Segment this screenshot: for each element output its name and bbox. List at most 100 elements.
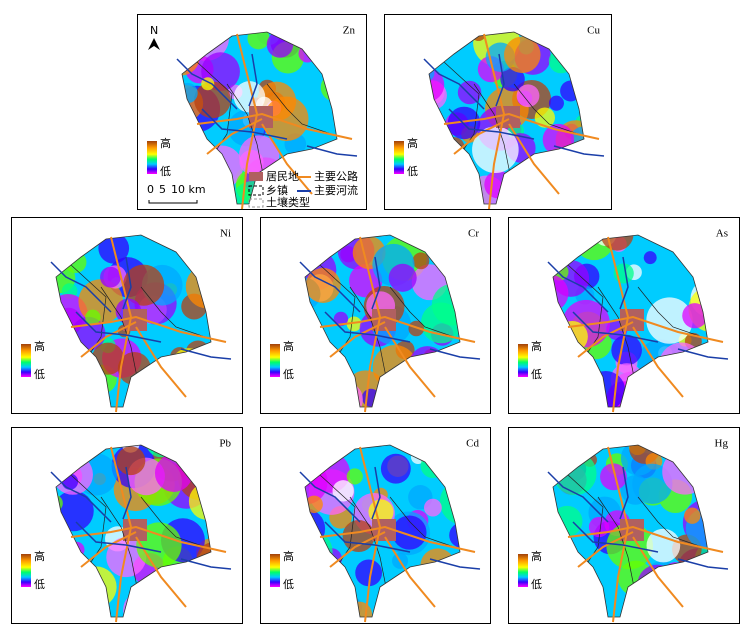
legend-high: 高	[34, 339, 45, 353]
main-river	[50, 471, 112, 523]
main-road	[567, 315, 724, 343]
element-label: Hg	[715, 438, 729, 450]
main-river	[299, 471, 361, 523]
value-blob	[500, 67, 525, 92]
value-blob	[424, 498, 442, 517]
map-panel: Hg 高低	[508, 427, 740, 624]
north-arrow	[148, 38, 160, 50]
legend-low: 低	[407, 165, 418, 178]
legend-low: 低	[160, 165, 171, 178]
legend-high: 高	[531, 339, 542, 353]
value-blob	[516, 84, 540, 108]
value-blob	[346, 468, 363, 485]
value-blob	[534, 107, 555, 128]
town-boundary	[389, 286, 460, 340]
legend-soil: 土壤类型	[266, 195, 310, 209]
legend-colorbar	[147, 141, 157, 174]
town-boundary	[597, 286, 639, 398]
main-road	[236, 33, 259, 210]
legend-colorbar	[518, 344, 528, 377]
legend-road: 主要公路	[314, 170, 358, 183]
value-blob	[504, 36, 541, 74]
main-road	[110, 446, 133, 623]
map-outline	[181, 31, 338, 205]
main-river	[371, 256, 381, 310]
legend-colorbar	[270, 554, 280, 587]
legend-soil-swatch	[248, 198, 264, 208]
legend-low: 低	[283, 578, 294, 591]
main-road	[80, 531, 137, 568]
main-river	[547, 471, 609, 523]
legend-colorbar	[394, 141, 404, 174]
map-outline	[304, 444, 461, 618]
main-river	[75, 311, 162, 343]
main-road	[359, 236, 382, 413]
main-road	[70, 315, 227, 343]
main-road	[443, 112, 600, 140]
main-road	[80, 321, 137, 358]
town-boundary	[389, 496, 460, 550]
town-boundary	[349, 286, 391, 398]
value-blob	[332, 480, 354, 502]
main-road	[577, 531, 634, 568]
main-river	[423, 58, 485, 110]
value-blob	[85, 309, 101, 326]
main-road	[577, 321, 634, 358]
main-river	[122, 466, 132, 520]
town-boundary	[140, 496, 211, 550]
main-river	[495, 53, 505, 107]
scale-label: 5	[159, 183, 166, 196]
main-road	[135, 536, 187, 608]
main-river	[448, 108, 535, 140]
main-river	[75, 521, 162, 553]
value-blob	[682, 303, 708, 329]
legend-high: 高	[283, 339, 294, 353]
town-boundary	[140, 286, 211, 340]
main-road	[70, 525, 227, 553]
value-blob	[263, 96, 309, 142]
map-outline	[552, 444, 709, 618]
value-blob	[412, 252, 430, 270]
value-blob	[123, 264, 165, 306]
town-boundary	[637, 286, 708, 340]
main-road	[261, 123, 313, 195]
main-river	[248, 53, 258, 107]
legend-low: 低	[34, 578, 45, 591]
value-blob	[380, 453, 411, 484]
legend-low: 低	[34, 368, 45, 381]
value-blob	[643, 251, 657, 265]
main-river	[299, 261, 361, 313]
main-river	[553, 145, 605, 157]
legend-low: 低	[531, 368, 542, 381]
main-road	[206, 118, 263, 155]
map-outline	[428, 31, 585, 205]
main-river	[429, 558, 481, 570]
value-blob	[548, 95, 564, 111]
main-river	[180, 348, 232, 360]
main-river	[201, 108, 288, 140]
value-blob	[342, 520, 375, 553]
value-blob	[684, 507, 701, 524]
town-boundary	[266, 83, 337, 137]
legend-colorbar	[518, 554, 528, 587]
main-river	[122, 256, 132, 310]
town-boundary	[513, 83, 584, 137]
main-road	[359, 446, 382, 623]
main-road	[632, 536, 684, 608]
map-panel: As 高低	[508, 217, 740, 414]
legend-river: 主要河流	[314, 183, 358, 197]
main-river	[50, 261, 112, 313]
value-blob	[449, 522, 460, 548]
main-road	[329, 531, 386, 568]
town-boundary	[100, 286, 142, 398]
value-blob	[600, 463, 627, 491]
element-label: Zn	[343, 25, 356, 37]
value-blob	[194, 81, 231, 119]
legend-colorbar	[21, 344, 31, 377]
main-road	[384, 326, 436, 398]
main-river	[572, 311, 659, 343]
town-boundary	[473, 83, 515, 195]
element-label: Cr	[468, 228, 479, 240]
